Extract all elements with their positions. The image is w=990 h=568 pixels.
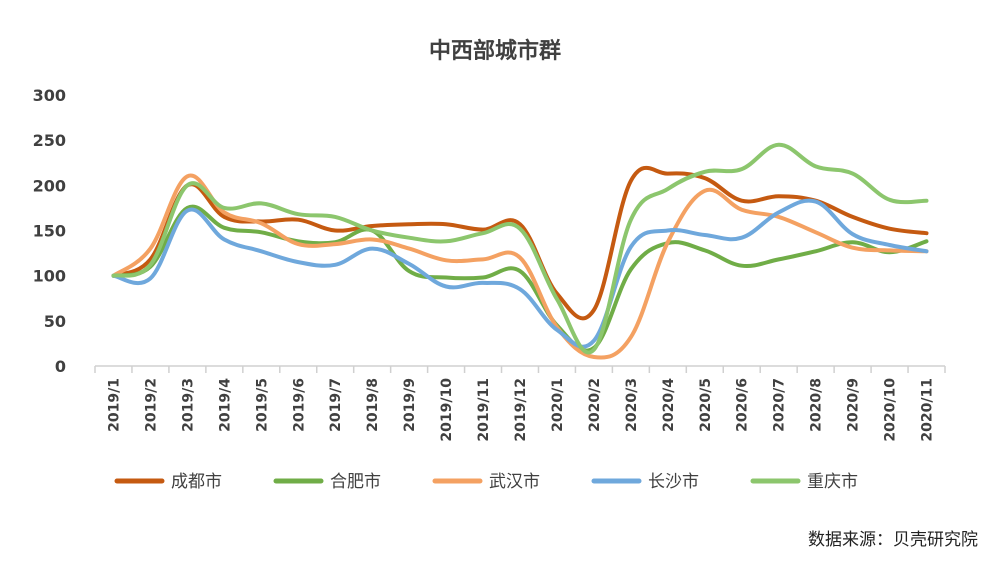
x-tick-label: 2019/9 [402, 378, 418, 432]
y-tick-label: 100 [33, 267, 66, 286]
x-tick-label: 2019/12 [513, 378, 529, 442]
source-note: 数据来源：贝壳研究院 [808, 530, 978, 550]
legend-label: 重庆市 [807, 472, 858, 492]
series-line-0 [111, 165, 929, 321]
x-tick-label: 2019/5 [254, 378, 270, 432]
series-line-4 [111, 142, 929, 355]
chart-title: 中西部城市群 [429, 38, 561, 64]
x-tick-label: 2019/11 [476, 378, 492, 442]
legend-label: 武汉市 [489, 472, 540, 492]
x-tick-label: 2019/4 [217, 378, 233, 432]
x-tick-label: 2019/8 [365, 378, 381, 432]
legend-label: 长沙市 [648, 472, 699, 492]
x-tick-label: 2019/6 [291, 378, 307, 432]
x-tick-label: 2020/11 [920, 378, 936, 442]
x-tick-label: 2020/1 [550, 378, 566, 432]
x-tick-label: 2019/7 [328, 378, 344, 432]
legend-label: 成都市 [171, 472, 222, 492]
legend-label: 合肥市 [330, 472, 381, 492]
y-tick-label: 250 [33, 131, 66, 150]
x-tick-label: 2019/1 [106, 378, 122, 432]
y-tick-label: 300 [33, 86, 66, 105]
x-tick-label: 2019/10 [439, 378, 455, 442]
y-tick-label: 150 [33, 222, 66, 241]
x-tick-label: 2020/8 [809, 378, 825, 432]
y-tick-label: 0 [55, 357, 66, 376]
x-tick-label: 2020/6 [735, 378, 751, 432]
x-tick-label: 2019/3 [180, 378, 196, 432]
x-tick-label: 2020/5 [698, 378, 714, 432]
y-tick-label: 200 [33, 176, 66, 195]
series-line-2 [111, 173, 929, 360]
x-tick-label: 2020/3 [624, 378, 640, 432]
x-tick-label: 2020/2 [587, 378, 603, 432]
series-line-1 [111, 204, 929, 353]
x-tick-label: 2020/9 [846, 378, 862, 432]
series-line-3 [111, 198, 929, 349]
x-tick-label: 2020/7 [772, 378, 788, 432]
x-tick-label: 2020/4 [661, 378, 677, 432]
x-tick-label: 2019/2 [143, 378, 159, 432]
x-tick-label: 2020/10 [883, 378, 899, 442]
y-tick-label: 50 [44, 312, 66, 331]
